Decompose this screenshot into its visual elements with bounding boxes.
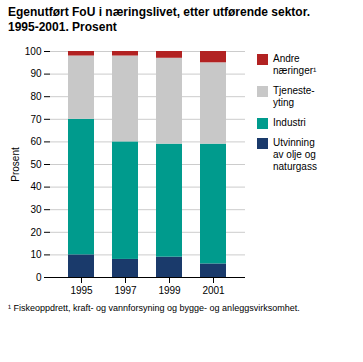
html-text:¹ Fiskeoppdrett, kraft- og van: ¹ Fiskeoppdrett, kraft- og vannforsyning… bbox=[8, 303, 300, 313]
html-text:Industri: Industri bbox=[273, 117, 306, 128]
html-text:Andre næringer¹: Andre næringer¹ bbox=[273, 53, 317, 76]
svg-text:70: 70 bbox=[30, 114, 42, 125]
svg-text:1995: 1995 bbox=[70, 285, 93, 296]
svg-text:60: 60 bbox=[30, 136, 42, 147]
svg-text:1999: 1999 bbox=[158, 285, 181, 296]
svg-text:100: 100 bbox=[25, 46, 42, 57]
svg-text:0: 0 bbox=[36, 272, 42, 283]
svg-text:90: 90 bbox=[30, 68, 42, 79]
svg-text:1997: 1997 bbox=[114, 285, 137, 296]
svg-text:30: 30 bbox=[30, 204, 42, 215]
html-text:Tjeneste- yting: Tjeneste- yting bbox=[273, 85, 315, 108]
svg-text:2001: 2001 bbox=[202, 285, 225, 296]
html-text:Utvinning av olje og naturgass: Utvinning av olje og naturgass bbox=[273, 137, 317, 172]
svg-text:Prosent: Prosent bbox=[10, 147, 21, 182]
svg-text:20: 20 bbox=[30, 227, 42, 238]
svg-text:80: 80 bbox=[30, 91, 42, 102]
svg-text:10: 10 bbox=[30, 249, 42, 260]
svg-text:40: 40 bbox=[30, 181, 42, 192]
svg-text:50: 50 bbox=[30, 159, 42, 170]
html-text:1995-2001. Prosent: 1995-2001. Prosent bbox=[8, 20, 117, 34]
html-text:Egenutført FoU i næringslivet,: Egenutført FoU i næringslivet, etter utf… bbox=[8, 5, 310, 19]
